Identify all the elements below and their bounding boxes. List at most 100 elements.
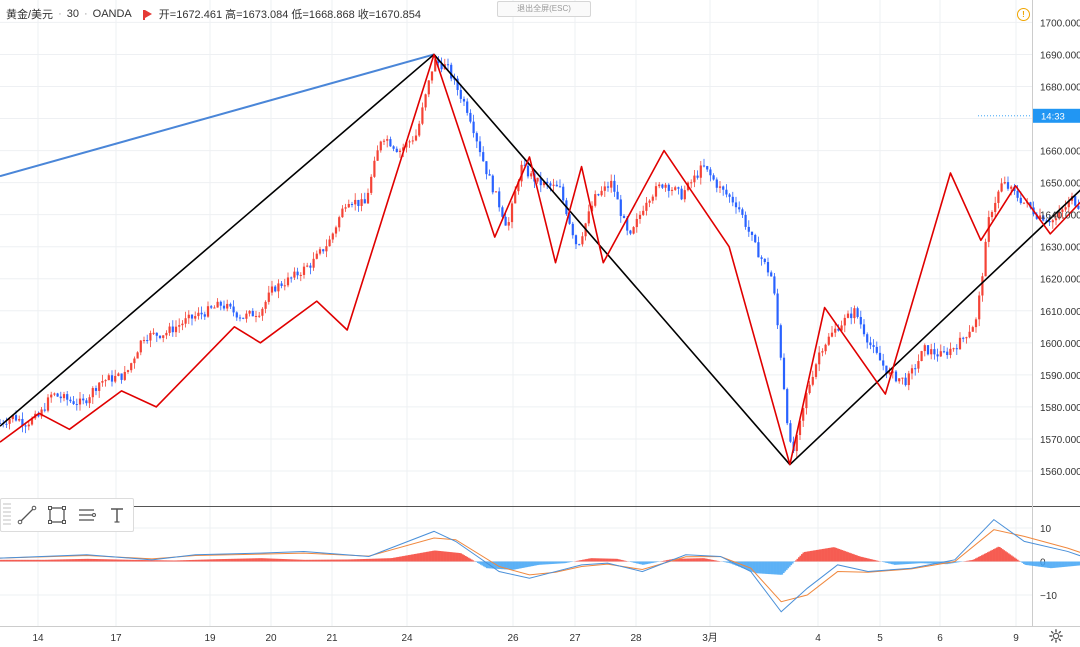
macd-bar: [546, 561, 548, 565]
candle-body: [606, 186, 610, 188]
macd-bar: [129, 559, 131, 562]
macd-bar: [93, 558, 95, 562]
macd-bar: [84, 558, 86, 562]
macd-bar: [220, 559, 223, 562]
candle-body: [46, 397, 50, 411]
macd-bar: [298, 559, 301, 562]
toolbar-drag-handle[interactable]: [3, 503, 11, 527]
warning-icon[interactable]: !: [1017, 8, 1030, 21]
price-tick-label: 1620.000: [1040, 275, 1080, 286]
macd-bar: [540, 561, 542, 565]
macd-bar: [676, 558, 679, 562]
candle-body: [213, 307, 216, 309]
macd-bar: [181, 560, 184, 562]
time-tick-label: 27: [569, 633, 581, 644]
candle-body: [661, 184, 664, 188]
candle-body: [670, 189, 674, 191]
candle-body: [517, 181, 520, 192]
macd-bar: [19, 559, 22, 562]
candle-body: [501, 207, 504, 217]
candle-body: [578, 244, 581, 246]
macd-bar: [73, 559, 76, 562]
candle-body: [494, 191, 498, 193]
candle-body: [885, 365, 888, 375]
candle-body: [24, 425, 27, 427]
candle-body: [440, 63, 443, 70]
macd-bar: [786, 561, 788, 570]
macd-bar: [844, 551, 847, 562]
macd-bar: [271, 558, 274, 562]
macd-bar: [997, 546, 1000, 562]
macd-bar: [934, 561, 937, 564]
macd-bar: [85, 558, 88, 562]
macd-bar: [871, 559, 874, 562]
macd-bar: [607, 558, 610, 562]
macd-bar: [76, 559, 79, 562]
macd-bar: [514, 561, 517, 570]
candle-body: [904, 377, 907, 386]
interval-label[interactable]: 30: [66, 8, 79, 20]
exit-fullscreen-button[interactable]: 退出全屏(ESC): [497, 1, 591, 17]
time-tick-label: 6: [937, 633, 943, 644]
gear-icon[interactable]: [1049, 629, 1063, 643]
macd-bar: [411, 554, 413, 562]
flag-icon[interactable]: [142, 9, 152, 20]
macd-bar: [1057, 561, 1060, 568]
time-tick-label: 20: [265, 633, 277, 644]
macd-bar: [231, 558, 233, 562]
symbol-name[interactable]: 黄金/美元: [6, 9, 54, 21]
candle-body: [18, 418, 21, 421]
candle-body: [811, 376, 814, 385]
macd-bar: [552, 561, 554, 564]
candle-body: [920, 351, 923, 362]
candle-body: [366, 192, 370, 204]
candle-body: [437, 59, 440, 64]
candle-body: [190, 314, 194, 319]
macd-bar: [567, 561, 569, 563]
candle-body: [1064, 207, 1067, 210]
macd-bar: [576, 560, 578, 562]
macd-bar: [193, 559, 196, 562]
candle-body: [936, 354, 939, 357]
candle-body: [507, 222, 510, 226]
macd-bar: [519, 561, 521, 569]
macd-bar: [313, 559, 316, 562]
candle-body: [242, 317, 245, 319]
macd-bar: [243, 558, 245, 562]
macd-bar: [210, 559, 212, 562]
macd-bar: [130, 559, 133, 562]
candle-body: [59, 396, 62, 399]
text-icon[interactable]: [103, 501, 131, 529]
macd-bar: [1014, 557, 1016, 562]
candle-body: [171, 326, 174, 333]
candle-body: [165, 332, 168, 336]
candle-body: [181, 323, 184, 326]
candle-body: [149, 333, 152, 341]
candle-body: [984, 241, 987, 277]
macd-bar: [969, 560, 971, 562]
macd-bar: [225, 558, 227, 562]
candle-body: [923, 345, 926, 352]
macd-bar: [204, 559, 206, 562]
macd-bar: [163, 560, 166, 562]
candle-body: [981, 276, 984, 296]
macd-bar: [1062, 561, 1064, 568]
macd-bar: [970, 560, 973, 562]
rectangle-icon[interactable]: [43, 501, 71, 529]
macd-bar: [888, 561, 890, 564]
macd-bar: [957, 561, 959, 563]
candle-body: [536, 177, 539, 182]
macd-bar: [241, 558, 244, 562]
macd-bar: [559, 561, 562, 564]
candle-body: [546, 181, 549, 184]
candle-body: [341, 208, 344, 218]
trend-line-icon[interactable]: [13, 501, 41, 529]
macd-bar: [778, 561, 781, 575]
candle-body: [210, 306, 213, 308]
candle-body: [78, 398, 82, 405]
candle-body: [763, 258, 766, 263]
candle-body: [526, 165, 530, 177]
fib-lines-icon[interactable]: [73, 501, 101, 529]
macd-bar: [816, 549, 818, 562]
